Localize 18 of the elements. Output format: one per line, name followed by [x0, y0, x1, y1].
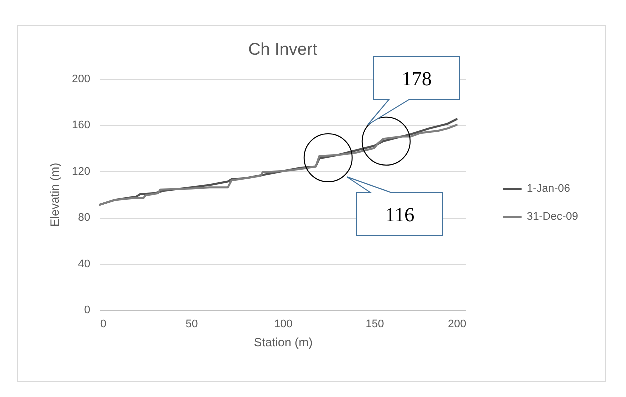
y-tick-label: 120 — [72, 166, 90, 178]
x-tick-label: 0 — [100, 318, 107, 330]
y-tick-label: 200 — [72, 74, 90, 86]
annotation: 178 — [402, 68, 432, 90]
y-tick-label: 80 — [78, 212, 90, 224]
y-tick-label: 160 — [72, 120, 90, 132]
annotation: 116 — [385, 204, 415, 226]
y-tick-label: 0 — [84, 304, 90, 316]
x-tick-label: 50 — [186, 318, 198, 330]
y-axis-title: Elevatin (m) — [48, 162, 62, 228]
chart-title: Ch Invert — [248, 40, 318, 59]
x-axis-title: Station (m) — [254, 336, 313, 350]
legend-label: 31-Dec-09 — [527, 211, 578, 223]
y-tick-label: 40 — [78, 258, 90, 270]
x-tick-label: 150 — [366, 318, 384, 330]
legend-label: 1-Jan-06 — [527, 183, 570, 195]
x-tick-label: 100 — [274, 318, 293, 330]
x-tick-label: 200 — [448, 318, 466, 330]
